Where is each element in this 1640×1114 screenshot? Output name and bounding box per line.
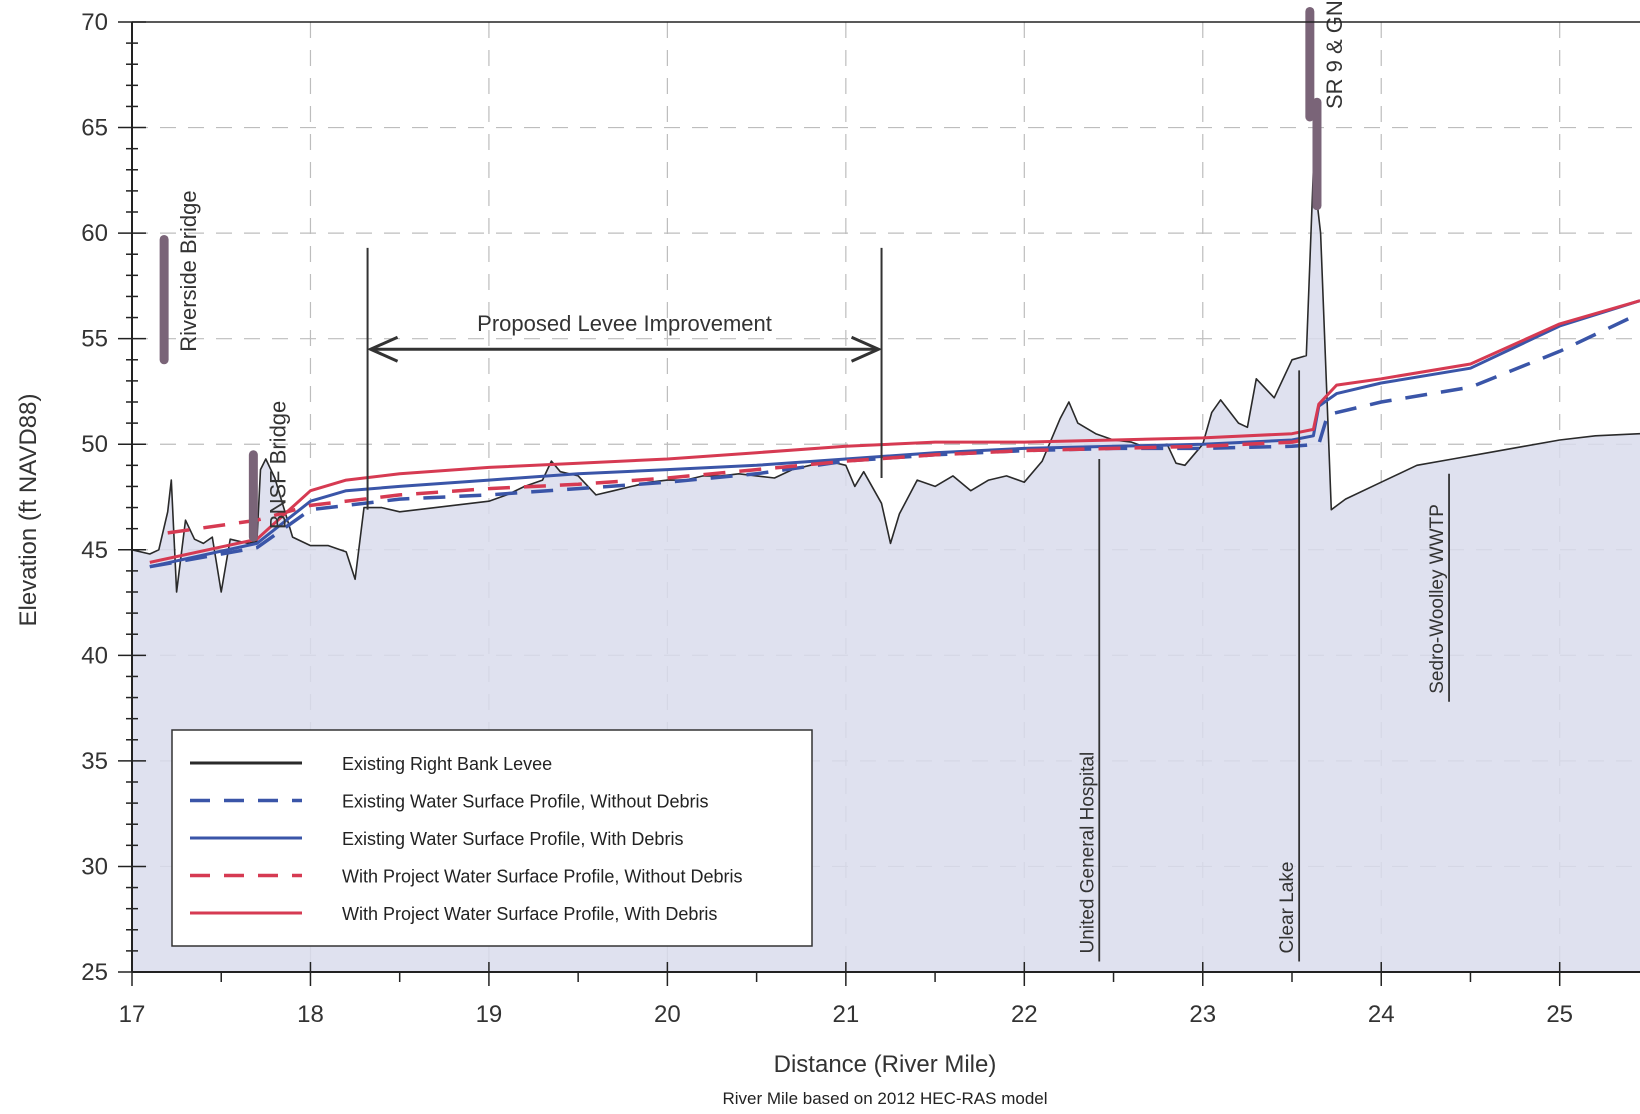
series-line-2	[149, 311, 1640, 569]
x-tick-label: 24	[1368, 1001, 1395, 1028]
x-tick-label: 22	[1011, 1001, 1038, 1028]
x-tick-label: 17	[119, 1001, 146, 1028]
series-line-4	[167, 436, 1314, 535]
x-tick-label: 20	[654, 1001, 681, 1028]
x-tick-label: 19	[476, 1001, 503, 1028]
series-line-3	[149, 299, 1640, 569]
x-tick-label: 18	[297, 1001, 324, 1028]
landmark-label-2: United General Hospital	[1077, 752, 1098, 954]
arrow-head-left	[366, 335, 399, 363]
landmark-label-3: Clear Lake	[1277, 862, 1298, 954]
annotations: Proposed Levee Improvement United General…	[366, 247, 1450, 962]
axes: 25 30 35 40 45 50 55 60 65 70 17 18 19 20 21 22 23 24 25	[81, 9, 1640, 1028]
series-line-5	[149, 299, 1640, 564]
x-tick-label: 21	[832, 1001, 859, 1028]
y-tick-label: 35	[81, 748, 108, 775]
arrow-head-right	[850, 335, 883, 363]
legend: Existing Right Bank Levee Existing Water …	[171, 729, 813, 947]
y-tick-label: 60	[81, 220, 108, 247]
legend-label-5: With Project Water Surface Profile, With…	[342, 904, 717, 924]
bridge-label-1: Riverside Bridge	[176, 190, 201, 351]
y-axis-title: Elevation (ft NAVD88)	[15, 394, 42, 627]
series-line-1	[131, 169, 1640, 593]
y-tick-label: 30	[81, 853, 108, 880]
y-tick-label: 65	[81, 115, 108, 142]
y-tick-label: 40	[81, 642, 108, 669]
y-tick-label: 55	[81, 326, 108, 353]
y-tick-label: 45	[81, 537, 108, 564]
x-tick-label: 23	[1189, 1001, 1216, 1028]
improvement-label: Proposed Levee Improvement	[477, 311, 772, 336]
y-tick-label: 50	[81, 431, 108, 458]
legend-label-4: With Project Water Surface Profile, With…	[342, 867, 742, 887]
y-tick-label: 70	[81, 9, 108, 36]
x-tick-label: 25	[1546, 1001, 1573, 1028]
landmark-label-4: Sedro-Woolley WWTP	[1427, 504, 1448, 694]
y-tick-label: 25	[81, 959, 108, 986]
x-axis-title: Distance (River Mile)	[774, 1051, 997, 1078]
bridge-label-2: BNSF Bridge	[265, 401, 290, 529]
series-lines	[131, 169, 1640, 593]
chart-subtitle: River Mile based on 2012 HEC-RAS model	[722, 1089, 1047, 1108]
bridge-markers: Riverside Bridge BNSF Bridge SR 9 & GNRR B…	[159, 0, 1347, 542]
legend-label-1: Existing Right Bank Levee	[342, 754, 552, 774]
bridge-label-3: SR 9 & GNRR Bridges	[1322, 0, 1347, 109]
legend-label-3: Existing Water Surface Profile, With Deb…	[342, 829, 683, 849]
legend-label-2: Existing Water Surface Profile, Without …	[342, 792, 708, 812]
